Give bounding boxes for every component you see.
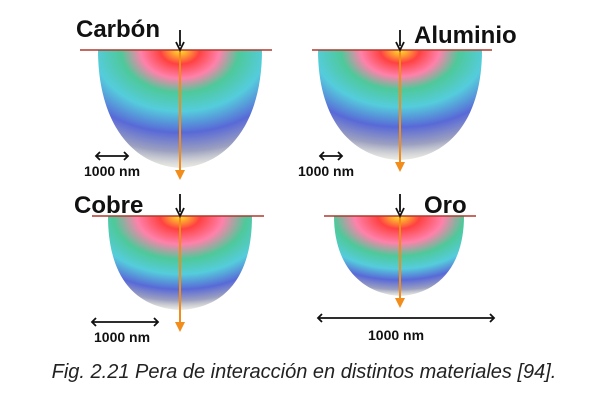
beam-axis-arrowhead [175,322,185,332]
scale-bar-label: 1000 nm [94,329,151,345]
scale-bar-label: 1000 nm [368,327,425,343]
interaction-volume-carbon [80,30,272,180]
panel-copper: Cobre 1000 nm [0,182,304,364]
incident-beam-arrowhead [395,41,405,53]
incident-beam-arrowhead [175,207,185,219]
interaction-volume-copper [90,194,264,332]
material-label-carbon: Carbón [76,16,160,43]
scale-bar-label: 1000 nm [298,163,355,179]
interaction-volume-gold [316,194,496,323]
scale-bar-arrowheads [318,151,344,161]
figure-caption: Fig. 2.21 Pera de interacción en distint… [51,361,557,383]
incident-beam-arrowhead [395,207,405,219]
interaction-volume-aluminum [312,30,492,172]
scale-bar-arrowheads [90,317,160,327]
scale-bar-label: 1000 nm [84,163,141,179]
incident-beam-arrowhead [175,41,185,53]
material-label-gold: Oro [424,192,467,219]
material-label-copper: Cobre [74,192,144,219]
beam-axis-arrowhead [395,162,405,172]
scale-bar-arrowheads [94,151,130,161]
material-label-aluminum: Aluminio [414,22,517,49]
panel-aluminum: Aluminio 1000 nm [298,0,608,182]
beam-axis-arrowhead [175,170,185,180]
panel-gold: Oro 1000 nm [304,182,608,364]
panel-carbon: Carbón 1000 nm [0,0,304,182]
beam-axis-arrowhead [395,298,405,308]
scale-bar-arrowheads [316,313,496,323]
